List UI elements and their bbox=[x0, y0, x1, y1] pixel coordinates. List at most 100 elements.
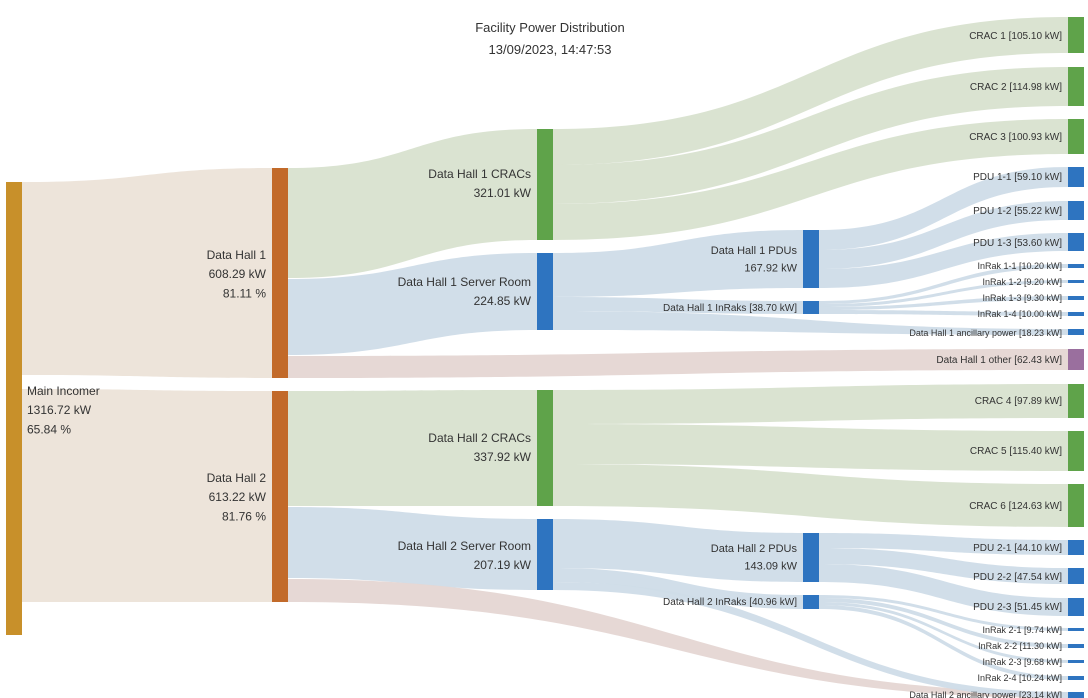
link-dh2i-to-ir24[interactable] bbox=[819, 605, 1068, 680]
node-label-dh1-line-3: 81.11 % bbox=[223, 286, 266, 300]
node-pdu13[interactable] bbox=[1068, 233, 1084, 251]
link-dh1i-to-ir12[interactable] bbox=[819, 280, 1068, 307]
link-main-to-dh1[interactable] bbox=[22, 168, 272, 378]
node-main[interactable] bbox=[6, 182, 22, 635]
node-label-anc1-line-1: Data Hall 1 ancillary power [18.23 kW] bbox=[909, 328, 1062, 338]
node-label-dh2i: Data Hall 2 InRaks [40.96 kW] bbox=[663, 597, 797, 608]
node-label-crac6: CRAC 6 [124.63 kW] bbox=[969, 501, 1062, 512]
node-pdu11[interactable] bbox=[1068, 167, 1084, 187]
node-crac2[interactable] bbox=[1068, 67, 1084, 106]
node-dh2s[interactable] bbox=[537, 519, 553, 590]
node-crac4[interactable] bbox=[1068, 384, 1084, 418]
node-label-anc2: Data Hall 2 ancillary power [23.14 kW] bbox=[909, 690, 1062, 698]
node-label-dh1i-line-1: Data Hall 1 InRaks [38.70 kW] bbox=[663, 303, 797, 314]
node-dh2i[interactable] bbox=[803, 595, 819, 609]
link-dh1i-to-ir13[interactable] bbox=[819, 296, 1068, 310]
node-ir12[interactable] bbox=[1068, 280, 1084, 283]
node-ir14[interactable] bbox=[1068, 312, 1084, 316]
link-dh1c-to-crac2[interactable] bbox=[553, 67, 1068, 204]
link-dh2i-to-ir21[interactable] bbox=[819, 595, 1068, 631]
node-crac6[interactable] bbox=[1068, 484, 1084, 527]
node-label-main: Main Incomer 1316.72 kW 65.84 % bbox=[27, 384, 100, 436]
node-label-ir13: InRak 1-3 [9.30 kW] bbox=[982, 293, 1062, 303]
node-label-ir11-line-1: InRak 1-1 [10.20 kW] bbox=[977, 261, 1062, 271]
link-dh2c-to-crac4[interactable] bbox=[553, 384, 1068, 424]
link-dh1i-to-ir14[interactable] bbox=[819, 310, 1068, 316]
node-crac3[interactable] bbox=[1068, 119, 1084, 154]
node-oth1[interactable] bbox=[1068, 349, 1084, 370]
link-dh1p-to-pdu11[interactable] bbox=[819, 167, 1068, 250]
node-label-ir21-line-1: InRak 2-1 [9.74 kW] bbox=[982, 625, 1062, 635]
link-dh1s-to-anc1[interactable] bbox=[553, 311, 1068, 335]
node-dh1[interactable] bbox=[272, 168, 288, 378]
link-dh2c-to-crac6[interactable] bbox=[553, 464, 1068, 527]
link-dh1c-to-crac1[interactable] bbox=[553, 17, 1068, 165]
node-anc2[interactable] bbox=[1068, 692, 1084, 698]
node-label-oth1: Data Hall 1 other [62.43 kW] bbox=[936, 355, 1062, 366]
link-dh2p-to-pdu23[interactable] bbox=[819, 564, 1068, 616]
node-dh2p[interactable] bbox=[803, 533, 819, 582]
link-dh2p-to-pdu21[interactable] bbox=[819, 533, 1068, 555]
node-pdu12[interactable] bbox=[1068, 201, 1084, 220]
link-dh2-to-dh2s[interactable] bbox=[288, 507, 537, 590]
node-label-dh1c: Data Hall 1 CRACs 321.01 kW bbox=[428, 167, 531, 200]
link-dh2s-to-dh2p[interactable] bbox=[553, 519, 803, 582]
node-ir21[interactable] bbox=[1068, 628, 1084, 631]
node-label-ir23: InRak 2-3 [9.68 kW] bbox=[982, 657, 1062, 667]
node-pdu23[interactable] bbox=[1068, 598, 1084, 616]
link-dh2-to-anc2[interactable] bbox=[288, 579, 1068, 698]
node-label-ir12-line-1: InRak 1-2 [9.20 kW] bbox=[982, 277, 1062, 287]
label-layer: Main Incomer 1316.72 kW 65.84 % Data Hall 1… bbox=[27, 31, 1062, 698]
node-pdu22[interactable] bbox=[1068, 568, 1084, 584]
node-dh1i[interactable] bbox=[803, 301, 819, 314]
link-layer bbox=[22, 17, 1068, 698]
node-label-ir13-line-1: InRak 1-3 [9.30 kW] bbox=[982, 293, 1062, 303]
link-dh1i-to-ir11[interactable] bbox=[819, 264, 1068, 304]
link-dh2i-to-ir22[interactable] bbox=[819, 598, 1068, 648]
link-dh1-to-oth1[interactable] bbox=[288, 349, 1068, 378]
node-label-anc1: Data Hall 1 ancillary power [18.23 kW] bbox=[909, 328, 1062, 338]
node-ir24[interactable] bbox=[1068, 676, 1084, 680]
node-label-pdu13: PDU 1-3 [53.60 kW] bbox=[973, 238, 1062, 249]
link-dh2s-to-dh2i[interactable] bbox=[553, 568, 803, 609]
node-ir23[interactable] bbox=[1068, 660, 1084, 663]
node-ir13[interactable] bbox=[1068, 296, 1084, 300]
node-label-dh1s: Data Hall 1 Server Room 224.85 kW bbox=[398, 275, 532, 308]
node-pdu21[interactable] bbox=[1068, 540, 1084, 555]
node-ir22[interactable] bbox=[1068, 644, 1084, 648]
link-dh1-to-dh1c[interactable] bbox=[288, 129, 537, 278]
node-label-dh2i-line-1: Data Hall 2 InRaks [40.96 kW] bbox=[663, 597, 797, 608]
link-dh2-to-dh2c[interactable] bbox=[288, 390, 537, 506]
node-dh1c[interactable] bbox=[537, 129, 553, 240]
node-ir11[interactable] bbox=[1068, 264, 1084, 268]
node-dh1s[interactable] bbox=[537, 253, 553, 330]
link-dh2c-to-crac5[interactable] bbox=[553, 424, 1068, 471]
node-anc1[interactable] bbox=[1068, 329, 1084, 335]
node-label-pdu11: PDU 1-1 [59.10 kW] bbox=[973, 172, 1062, 183]
link-dh2i-to-ir23[interactable] bbox=[819, 602, 1068, 663]
link-dh2s-to-anc2[interactable] bbox=[553, 582, 1068, 698]
node-dh2[interactable] bbox=[272, 391, 288, 602]
link-dh1p-to-pdu12[interactable] bbox=[819, 201, 1068, 269]
node-label-crac1-line-1: CRAC 1 [105.10 kW] bbox=[969, 31, 1062, 42]
node-crac1[interactable] bbox=[1068, 17, 1084, 53]
node-label-dh2s-line-2: 207.19 kW bbox=[474, 558, 532, 572]
link-dh1-to-dh1s[interactable] bbox=[288, 253, 537, 355]
link-main-to-dh2[interactable] bbox=[22, 389, 272, 602]
node-label-pdu12-line-1: PDU 1-2 [55.22 kW] bbox=[973, 206, 1062, 217]
node-label-main-line-2: 1316.72 kW bbox=[27, 403, 92, 417]
link-dh2p-to-pdu22[interactable] bbox=[819, 548, 1068, 584]
node-label-dh2-line-3: 81.76 % bbox=[222, 509, 266, 523]
link-dh1p-to-pdu13[interactable] bbox=[819, 233, 1068, 288]
link-dh1s-to-dh1p[interactable] bbox=[553, 230, 803, 297]
link-dh1s-to-dh1i[interactable] bbox=[553, 297, 803, 314]
link-dh1c-to-crac3[interactable] bbox=[553, 119, 1068, 240]
node-label-dh1-line-2: 608.29 kW bbox=[209, 267, 267, 281]
node-label-dh1s-line-1: Data Hall 1 Server Room bbox=[398, 275, 531, 289]
node-label-dh2c: Data Hall 2 CRACs 337.92 kW bbox=[428, 431, 531, 464]
node-dh1p[interactable] bbox=[803, 230, 819, 288]
node-label-ir22-line-1: InRak 2-2 [11.30 kW] bbox=[978, 641, 1062, 651]
node-crac5[interactable] bbox=[1068, 431, 1084, 471]
node-dh2c[interactable] bbox=[537, 390, 553, 506]
